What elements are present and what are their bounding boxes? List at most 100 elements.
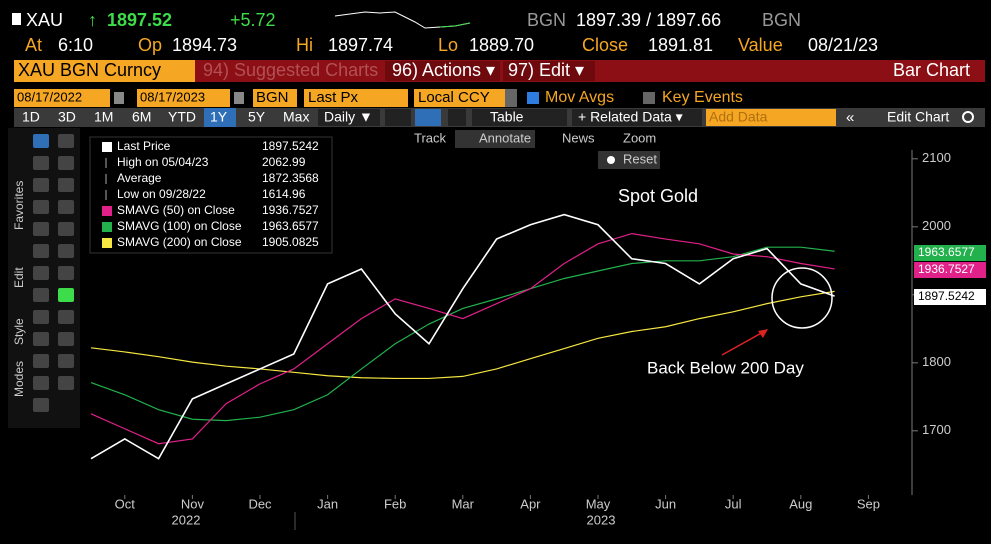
ticker-box[interactable] [14, 60, 195, 82]
side-tab[interactable]: Modes [12, 361, 26, 397]
value: 08/21/23 [808, 35, 878, 55]
change: +5.72 [230, 10, 276, 30]
tool[interactable] [58, 156, 74, 170]
arrow: ↑ [88, 10, 97, 30]
tool[interactable] [58, 332, 74, 346]
button[interactable] [598, 151, 660, 169]
legend-swatch [102, 142, 112, 152]
x-tick-label: Oct [115, 496, 136, 511]
icon[interactable] [114, 92, 124, 104]
period[interactable]: 3D [58, 109, 76, 125]
icon[interactable] [234, 92, 244, 104]
mov-avgs[interactable]: Mov Avgs [545, 89, 614, 106]
tool[interactable] [58, 354, 74, 368]
tool[interactable] [33, 266, 49, 280]
gear[interactable] [962, 111, 974, 123]
tool[interactable] [58, 244, 74, 258]
field-input[interactable]: Last Px [308, 89, 359, 106]
y-tick-label: 2100 [922, 150, 951, 165]
tool[interactable] [33, 398, 49, 412]
legend-swatch [102, 238, 112, 248]
zoom[interactable]: Zoom [623, 130, 656, 145]
input[interactable] [253, 89, 297, 107]
tool[interactable] [58, 178, 74, 192]
period[interactable]: 1D [22, 109, 40, 125]
side-tab[interactable]: Edit [12, 267, 26, 288]
reset[interactable]: Reset [623, 151, 657, 166]
arrowhead [758, 329, 768, 338]
button[interactable] [448, 109, 466, 126]
tool[interactable] [33, 200, 49, 214]
tool[interactable] [33, 178, 49, 192]
menu-item[interactable]: 96) Actions ▾ [392, 60, 495, 80]
date-from[interactable]: 08/17/2022 [17, 89, 82, 104]
side-tab[interactable]: Style [12, 318, 26, 345]
input[interactable] [414, 89, 517, 107]
button[interactable] [385, 109, 411, 126]
input[interactable] [706, 109, 836, 126]
button[interactable] [318, 109, 380, 126]
tool[interactable] [33, 222, 49, 236]
button[interactable] [415, 109, 441, 126]
source-input[interactable]: BGN [256, 89, 289, 106]
side-tab[interactable]: Favorites [12, 181, 26, 230]
checkbox[interactable] [527, 92, 539, 104]
dropdown[interactable] [505, 89, 517, 107]
ticker[interactable]: XAU BGN Curncy [18, 60, 161, 80]
legend-label: Average [117, 171, 162, 185]
annotate[interactable]: Annotate [479, 130, 531, 145]
period[interactable]: YTD [168, 109, 196, 125]
tool[interactable] [58, 288, 74, 302]
x-tick-label: Feb [384, 496, 406, 511]
related[interactable]: + Related Data ▾ [578, 109, 683, 125]
button[interactable] [472, 109, 567, 126]
period[interactable]: 1M [94, 109, 113, 125]
edit-chart[interactable]: Edit Chart [887, 109, 949, 125]
collapse-icon[interactable]: « [846, 109, 854, 126]
menu-button[interactable] [385, 61, 500, 81]
ccy-input[interactable]: Local CCY [418, 89, 490, 106]
input[interactable] [304, 89, 408, 107]
value-flag-label: 1936.7527 [918, 262, 975, 276]
tool[interactable] [33, 156, 49, 170]
menu-item[interactable]: 94) Suggested Charts [203, 60, 378, 80]
tool[interactable] [58, 200, 74, 214]
tool[interactable] [33, 134, 49, 148]
tool[interactable] [33, 332, 49, 346]
news[interactable]: News [562, 130, 595, 145]
table[interactable]: Table [490, 109, 524, 125]
tool[interactable] [58, 310, 74, 324]
button[interactable] [455, 130, 535, 148]
menu-item[interactable]: 97) Edit ▾ [508, 60, 584, 80]
tool[interactable] [58, 376, 74, 390]
period[interactable]: 1Y [210, 109, 228, 125]
tool[interactable] [33, 244, 49, 258]
chart-kind[interactable]: Bar Chart [893, 60, 970, 80]
tool[interactable] [33, 310, 49, 324]
input[interactable] [137, 89, 230, 107]
value-flag [914, 262, 986, 278]
tool[interactable] [33, 288, 49, 302]
tool[interactable] [58, 134, 74, 148]
legend-value: 1872.3568 [262, 171, 319, 185]
icon[interactable] [607, 156, 615, 164]
track[interactable]: Track [414, 130, 447, 145]
legend-value: 1897.5242 [262, 139, 319, 153]
date-to[interactable]: 08/17/2023 [140, 89, 205, 104]
button[interactable] [572, 109, 702, 126]
period[interactable]: Max [283, 109, 309, 125]
tool[interactable] [58, 222, 74, 236]
period[interactable]: 5Y [248, 109, 266, 125]
tool[interactable] [33, 376, 49, 390]
value: 1889.70 [469, 35, 534, 55]
add-data[interactable]: Add Data [709, 109, 768, 125]
tool[interactable] [33, 354, 49, 368]
legend-label: SMAVG (200) on Close [117, 235, 242, 249]
checkbox[interactable] [643, 92, 655, 104]
key-events[interactable]: Key Events [662, 89, 743, 106]
menu-button[interactable] [503, 61, 595, 81]
frequency[interactable]: Daily ▼ [324, 109, 373, 125]
input[interactable] [14, 89, 110, 107]
tool[interactable] [58, 266, 74, 280]
period[interactable]: 6M [132, 109, 151, 125]
